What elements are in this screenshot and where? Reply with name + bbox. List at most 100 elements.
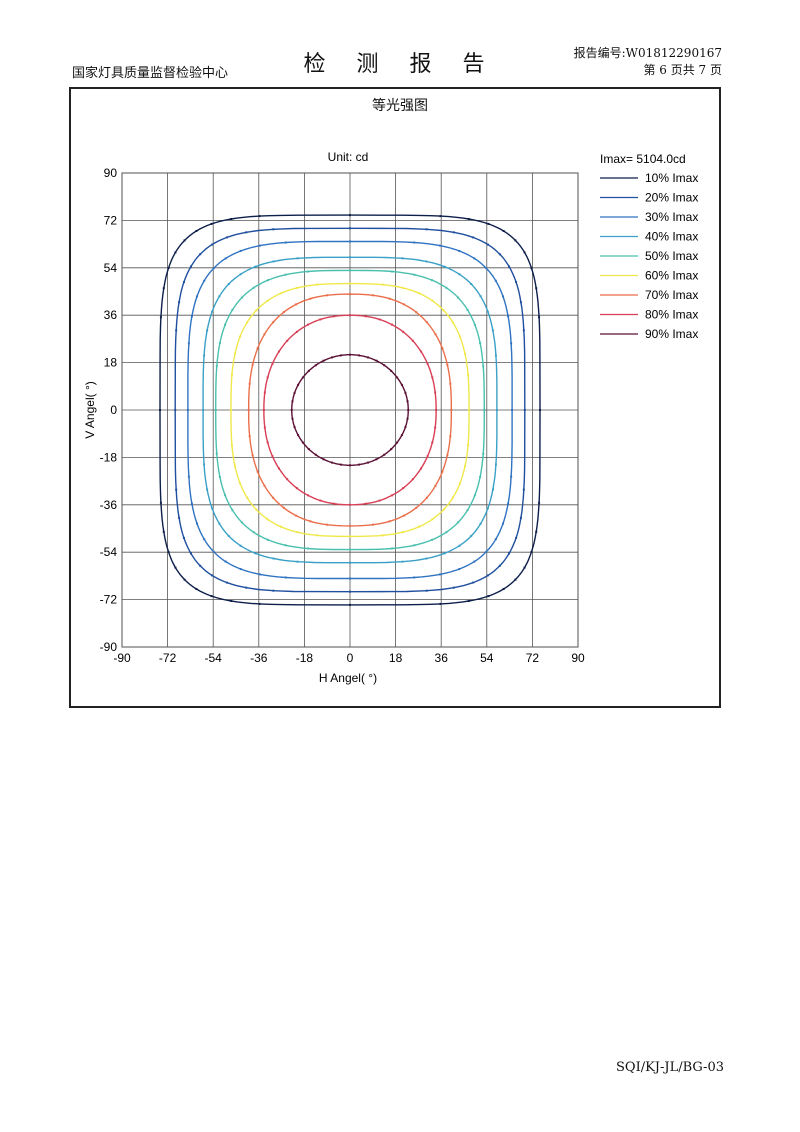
contour-marker — [231, 308, 234, 311]
contour-marker — [203, 538, 206, 541]
contour-marker — [309, 520, 312, 523]
contour-marker — [507, 315, 510, 318]
contour-marker — [187, 475, 190, 478]
legend-label: 40% Imax — [645, 230, 698, 244]
contour-marker — [296, 560, 299, 563]
contour-marker — [411, 478, 414, 481]
contour-marker — [203, 354, 206, 357]
contour-marker — [296, 286, 299, 289]
contour-marker — [211, 507, 214, 510]
contour-marker — [396, 441, 399, 444]
contour-marker — [296, 257, 299, 260]
contour-marker — [349, 353, 351, 356]
contour-marker — [348, 590, 351, 593]
contour-marker — [479, 342, 482, 345]
contour-marker — [282, 506, 285, 509]
contour-marker — [239, 249, 242, 252]
contour-marker — [240, 296, 243, 299]
contour-marker — [266, 376, 269, 379]
contour-marker — [487, 243, 490, 246]
contour-marker — [494, 463, 497, 466]
contour-marker — [349, 227, 351, 230]
y-tick-label: 18 — [104, 356, 118, 370]
contour-marker — [291, 400, 294, 403]
contour-marker — [458, 482, 461, 485]
contour-marker — [511, 409, 514, 411]
contour-marker — [256, 347, 259, 350]
contour-marker — [390, 448, 393, 451]
x-tick-label: 18 — [389, 651, 403, 665]
contour-marker — [230, 373, 233, 376]
contour-marker — [175, 488, 178, 491]
contour-marker — [400, 383, 403, 386]
contour-marker — [183, 578, 186, 581]
contour-marker — [277, 467, 280, 470]
contour-marker — [479, 522, 482, 525]
contour-marker — [358, 354, 361, 357]
contour-marker — [167, 551, 170, 554]
contour-marker — [510, 475, 513, 478]
contour-marker — [378, 499, 381, 502]
contour-marker — [227, 534, 230, 537]
contour-marker — [187, 342, 190, 345]
contour-marker — [339, 354, 342, 357]
contour-marker — [494, 538, 497, 541]
contour-marker — [182, 536, 185, 539]
contour-marker — [254, 552, 257, 555]
contour-marker — [439, 244, 442, 247]
contour-marker — [502, 295, 505, 298]
contour-marker — [349, 577, 351, 580]
contour-marker — [523, 566, 526, 569]
contour-marker — [467, 373, 470, 376]
contour-marker — [240, 521, 243, 524]
chart-title: 等光强图 — [372, 98, 428, 114]
contour-marker — [467, 444, 470, 447]
contour-marker — [425, 557, 428, 560]
chart-frame — [69, 87, 721, 708]
contour-marker — [263, 333, 266, 336]
contour-marker — [231, 509, 234, 512]
contour-marker — [295, 514, 298, 517]
contour-marker — [349, 503, 351, 506]
contour-marker — [277, 350, 280, 353]
contour-marker — [224, 560, 227, 563]
contour-marker — [190, 502, 193, 505]
contour-marker — [367, 356, 370, 359]
contour-marker — [383, 453, 386, 456]
contour-marker — [306, 494, 309, 497]
contour-marker — [426, 362, 429, 365]
chart-subtitle: Unit: cd — [328, 150, 369, 164]
contour-marker — [495, 409, 498, 411]
contour-marker — [258, 602, 261, 605]
contour-marker — [349, 464, 351, 467]
contour-marker — [413, 273, 416, 276]
contour-marker — [272, 260, 275, 263]
contour-marker — [415, 506, 418, 509]
y-tick-label: 36 — [104, 308, 118, 322]
contour-marker — [514, 578, 517, 581]
contour-marker — [539, 409, 541, 411]
contour-marker — [391, 323, 394, 326]
contour-marker — [162, 530, 165, 533]
contour-marker — [467, 599, 470, 602]
contour-marker — [272, 496, 275, 499]
contour-marker — [382, 534, 385, 537]
contour-marker — [225, 236, 228, 239]
contour-marker — [494, 279, 497, 282]
contour-marker — [174, 408, 177, 411]
contour-marker — [297, 434, 300, 437]
contour-marker — [295, 487, 298, 490]
contour-marker — [486, 507, 489, 510]
contour-marker — [446, 454, 449, 457]
contour-marker — [178, 516, 181, 519]
x-axis-label: H Angel( °) — [319, 671, 377, 685]
contour-marker — [314, 364, 317, 367]
contour-marker — [425, 321, 428, 324]
contour-marker — [349, 293, 351, 296]
contour-marker — [266, 299, 269, 302]
contour-marker — [319, 499, 322, 502]
contour-marker — [473, 494, 476, 497]
contour-marker — [296, 531, 299, 534]
legend-label: 20% Imax — [645, 191, 698, 205]
contour-marker — [457, 521, 460, 524]
